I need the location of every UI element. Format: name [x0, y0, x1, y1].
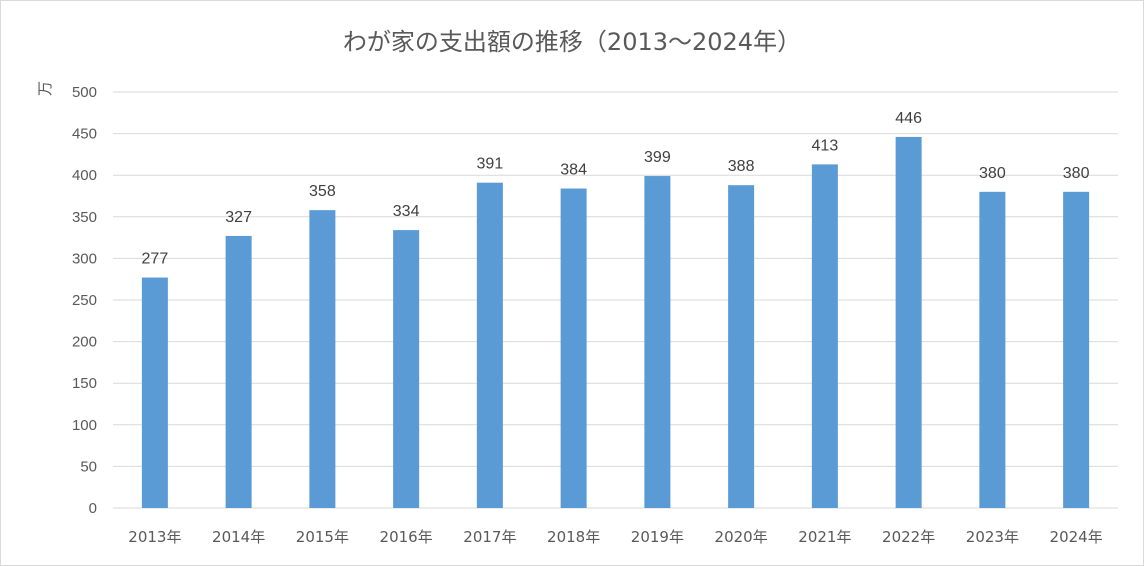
- bar: [560, 188, 587, 508]
- bar: [895, 136, 922, 509]
- x-tick-labels: 2013年 2014年 2015年 2016年 2017年 2018年 2019年 2020年…: [128, 528, 1102, 546]
- chart-title: わが家の支出額の推移（2013〜2024年）: [342, 28, 802, 56]
- data-label: 277: [142, 251, 169, 268]
- x-tick-label: 2020年: [715, 528, 768, 546]
- x-tick-label: 2013年: [128, 528, 181, 546]
- y-tick-label: 450: [72, 126, 97, 143]
- data-label: 391: [477, 156, 504, 173]
- data-label: 334: [393, 203, 420, 220]
- y-tick-label: 100: [72, 417, 97, 434]
- x-tick-label: 2023年: [966, 528, 1019, 546]
- bars: [141, 136, 1090, 509]
- y-tick-label: 50: [80, 458, 97, 475]
- y-tick-label: 300: [72, 250, 97, 267]
- bar: [1063, 191, 1090, 508]
- bar: [225, 235, 252, 508]
- data-label: 413: [812, 137, 839, 154]
- x-tick-label: 2017年: [463, 528, 516, 546]
- bar: [476, 182, 503, 509]
- bar: [811, 164, 838, 508]
- bar: [979, 191, 1006, 508]
- data-labels: 277 327 358 334 391 384 399 388 413 446 380 380: [142, 110, 1090, 268]
- data-label: 380: [1063, 165, 1090, 182]
- data-label: 399: [644, 149, 671, 166]
- x-tick-label: 2016年: [380, 528, 433, 546]
- y-tick-label: 200: [72, 334, 97, 351]
- bar: [644, 176, 671, 509]
- data-label: 384: [560, 162, 587, 179]
- x-tick-label: 2024年: [1050, 528, 1103, 546]
- x-tick-label: 2014年: [212, 528, 265, 546]
- data-label: 446: [895, 110, 922, 127]
- bar: [393, 230, 420, 508]
- y-tick-label: 0: [89, 500, 97, 517]
- y-tick-label: 150: [72, 375, 97, 392]
- y-tick-label: 350: [72, 209, 97, 226]
- x-tick-label: 2021年: [798, 528, 851, 546]
- x-tick-label: 2018年: [547, 528, 600, 546]
- x-tick-label: 2022年: [882, 528, 935, 546]
- x-tick-label: 2019年: [631, 528, 684, 546]
- y-tick-labels: 0 50 100 150 200 250 300 350 400 450 500: [72, 84, 97, 517]
- bar: [309, 210, 336, 509]
- bar: [141, 277, 168, 508]
- y-tick-label: 250: [72, 292, 97, 309]
- data-label: 380: [979, 165, 1006, 182]
- data-label: 388: [728, 158, 755, 175]
- bar: [728, 185, 755, 508]
- data-label: 327: [225, 209, 252, 226]
- gridlines: [113, 91, 1118, 509]
- x-tick-label: 2015年: [296, 528, 349, 546]
- data-label: 358: [309, 183, 336, 200]
- y-tick-label: 500: [72, 84, 97, 101]
- y-tick-label: 400: [72, 167, 97, 184]
